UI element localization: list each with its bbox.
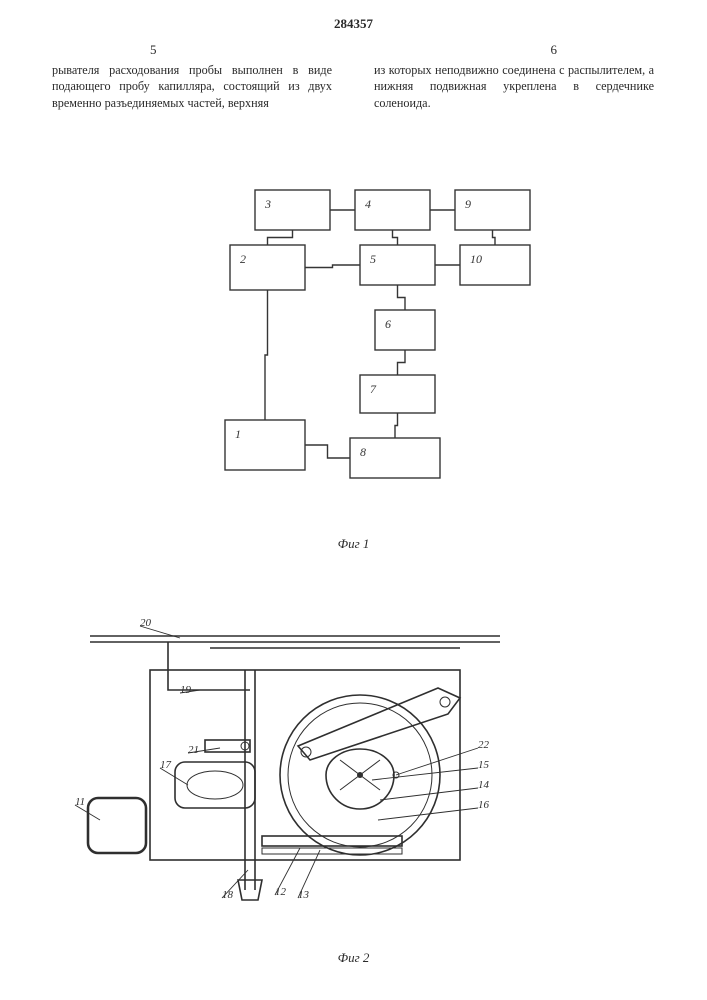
figure-2-svg: 11 12 13 14 15 16 17 18 19 20 21 22	[0, 590, 707, 930]
lever-pivot	[440, 697, 450, 707]
figure-1-svg: 1 2 3 4 5 6 7 8 9 10	[0, 170, 707, 530]
block-label-4: 4	[365, 197, 371, 211]
callout-13: 13	[298, 889, 310, 901]
callout-20: 20	[140, 617, 152, 629]
edge-1-2	[265, 290, 268, 420]
callout-22: 22	[478, 739, 490, 751]
leader-2	[380, 788, 478, 800]
left-column-number: 5	[150, 42, 157, 58]
block-label-1: 1	[235, 427, 241, 441]
right-column-text: из которых неподвижно соединена с распыл…	[374, 62, 654, 111]
block-label-2: 2	[240, 252, 246, 266]
block-label-10: 10	[470, 252, 482, 266]
callout-14: 14	[478, 779, 490, 791]
edge-5-6	[398, 285, 406, 310]
edge-9-10	[493, 230, 496, 245]
edge-2-3	[268, 230, 293, 245]
right-column-number: 6	[551, 42, 558, 58]
bar-13	[262, 848, 402, 854]
block-label-8: 8	[360, 445, 366, 459]
edge-7-8	[395, 413, 398, 438]
nut	[238, 880, 262, 900]
edge-2-5	[305, 265, 360, 268]
edge-1-8	[305, 445, 350, 458]
roller-17-top	[187, 771, 243, 799]
block-label-6: 6	[385, 317, 391, 331]
edge-6-7	[398, 350, 406, 375]
figure-1: 1 2 3 4 5 6 7 8 9 10 Фиг 1	[0, 170, 707, 560]
callout-12: 12	[275, 886, 287, 898]
leader-1	[372, 768, 478, 780]
figure-2: 11 12 13 14 15 16 17 18 19 20 21 22 Фиг 2	[0, 590, 707, 970]
left-column-text: рывателя расходования пробы выполнен в в…	[52, 62, 332, 111]
bracket-19	[168, 642, 250, 690]
callout-19: 19	[180, 684, 192, 696]
edge-4-5	[393, 230, 398, 245]
patent-number: 284357	[334, 16, 373, 32]
figure-1-caption: Фиг 1	[338, 536, 370, 552]
motor-11	[88, 798, 146, 853]
callout-11: 11	[75, 796, 85, 808]
block-label-9: 9	[465, 197, 471, 211]
block-label-7: 7	[370, 382, 377, 396]
plate-21	[205, 740, 250, 752]
callout-17: 17	[160, 759, 172, 771]
callout-16: 16	[478, 799, 490, 811]
block-label-3: 3	[264, 197, 271, 211]
block-label-5: 5	[370, 252, 376, 266]
figure-2-caption: Фиг 2	[338, 950, 370, 966]
callout-21: 21	[188, 744, 199, 756]
block-6	[375, 310, 435, 350]
callout-18: 18	[222, 889, 234, 901]
callout-15: 15	[478, 759, 490, 771]
